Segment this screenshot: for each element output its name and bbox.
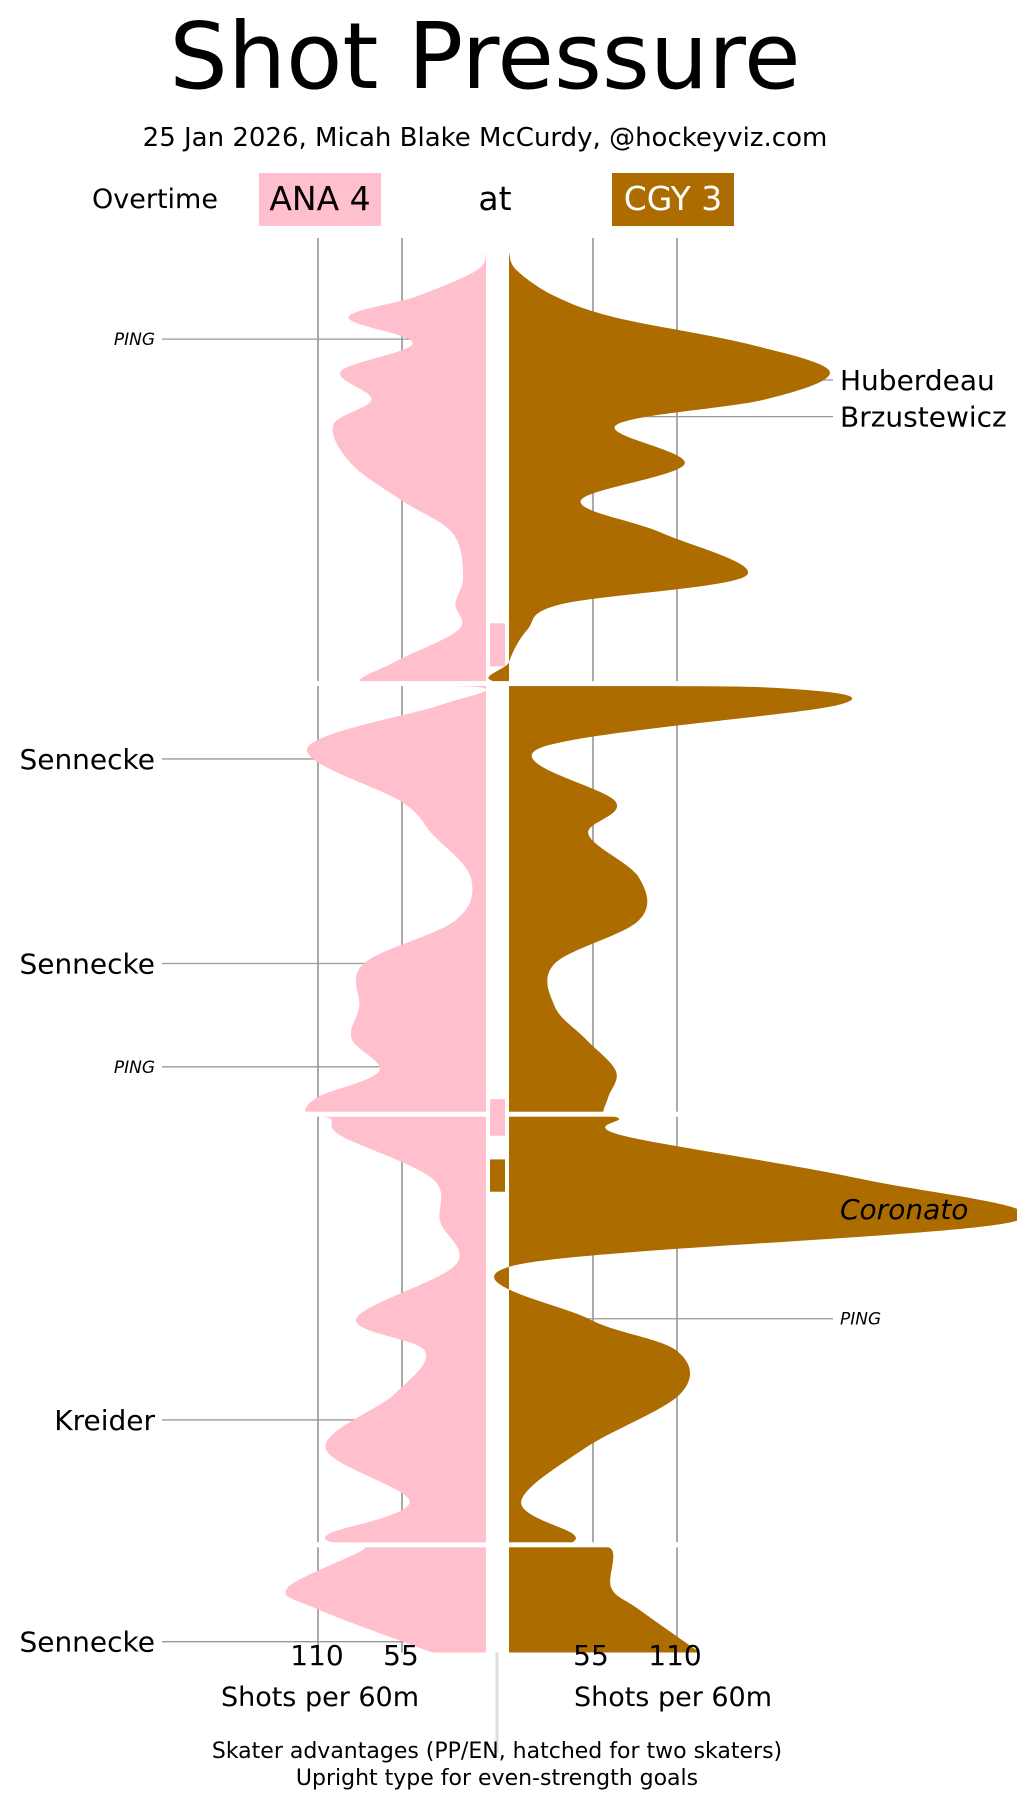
goal-scorer-label: Brzustewicz <box>840 401 1007 434</box>
goal-scorer-label: Huberdeau <box>840 364 995 397</box>
period-break-40 <box>300 1111 720 1117</box>
period-label: Overtime <box>92 184 218 215</box>
period-break-60 <box>300 1542 720 1548</box>
x-axis-label-home: Shots per 60m <box>574 1682 772 1713</box>
chart-title: Shot Pressure <box>169 3 800 110</box>
at-label: at <box>478 179 511 218</box>
home-pressure-area <box>488 253 1017 1653</box>
x-tick-label-home-55: 55 <box>573 1639 609 1672</box>
x-tick-label-home-110: 110 <box>648 1639 701 1672</box>
goal-scorer-label: Kreider <box>54 1404 155 1437</box>
footnote-line-2: Upright type for even-strength goals <box>296 1766 698 1791</box>
skater-advantage-home-2 <box>490 1159 505 1192</box>
ping-annotation: PING <box>840 1310 881 1330</box>
ping-annotation: PING <box>114 330 155 350</box>
goal-scorer-label: Sennecke <box>19 743 155 776</box>
chart-subtitle: 25 Jan 2026, Micah Blake McCurdy, @hocke… <box>143 123 828 153</box>
x-tick-label-away-110: 110 <box>290 1639 343 1672</box>
away-pressure-area <box>285 253 487 1653</box>
footnote-line-1: Skater advantages (PP/EN, hatched for tw… <box>212 1739 782 1764</box>
goal-scorer-label: Coronato <box>840 1193 968 1226</box>
period-break-20 <box>300 681 720 687</box>
away-team-label: ANA 4 <box>269 179 370 218</box>
x-tick-label-away-55: 55 <box>383 1639 419 1672</box>
ping-annotation: PING <box>114 1058 155 1078</box>
skater-advantage-away-1 <box>490 1099 505 1136</box>
x-axis-label-away: Shots per 60m <box>221 1682 419 1713</box>
away-team-badge <box>259 173 381 226</box>
home-team-label: CGY 3 <box>624 179 723 218</box>
goal-scorer-label: Sennecke <box>19 947 155 980</box>
home-team-badge <box>612 173 734 226</box>
skater-advantage-away-0 <box>490 623 505 667</box>
goal-scorer-label: Sennecke <box>19 1626 155 1659</box>
plot-area: PING Huberdeau Brzustewicz Sennecke Sennecke… <box>19 238 1017 1753</box>
